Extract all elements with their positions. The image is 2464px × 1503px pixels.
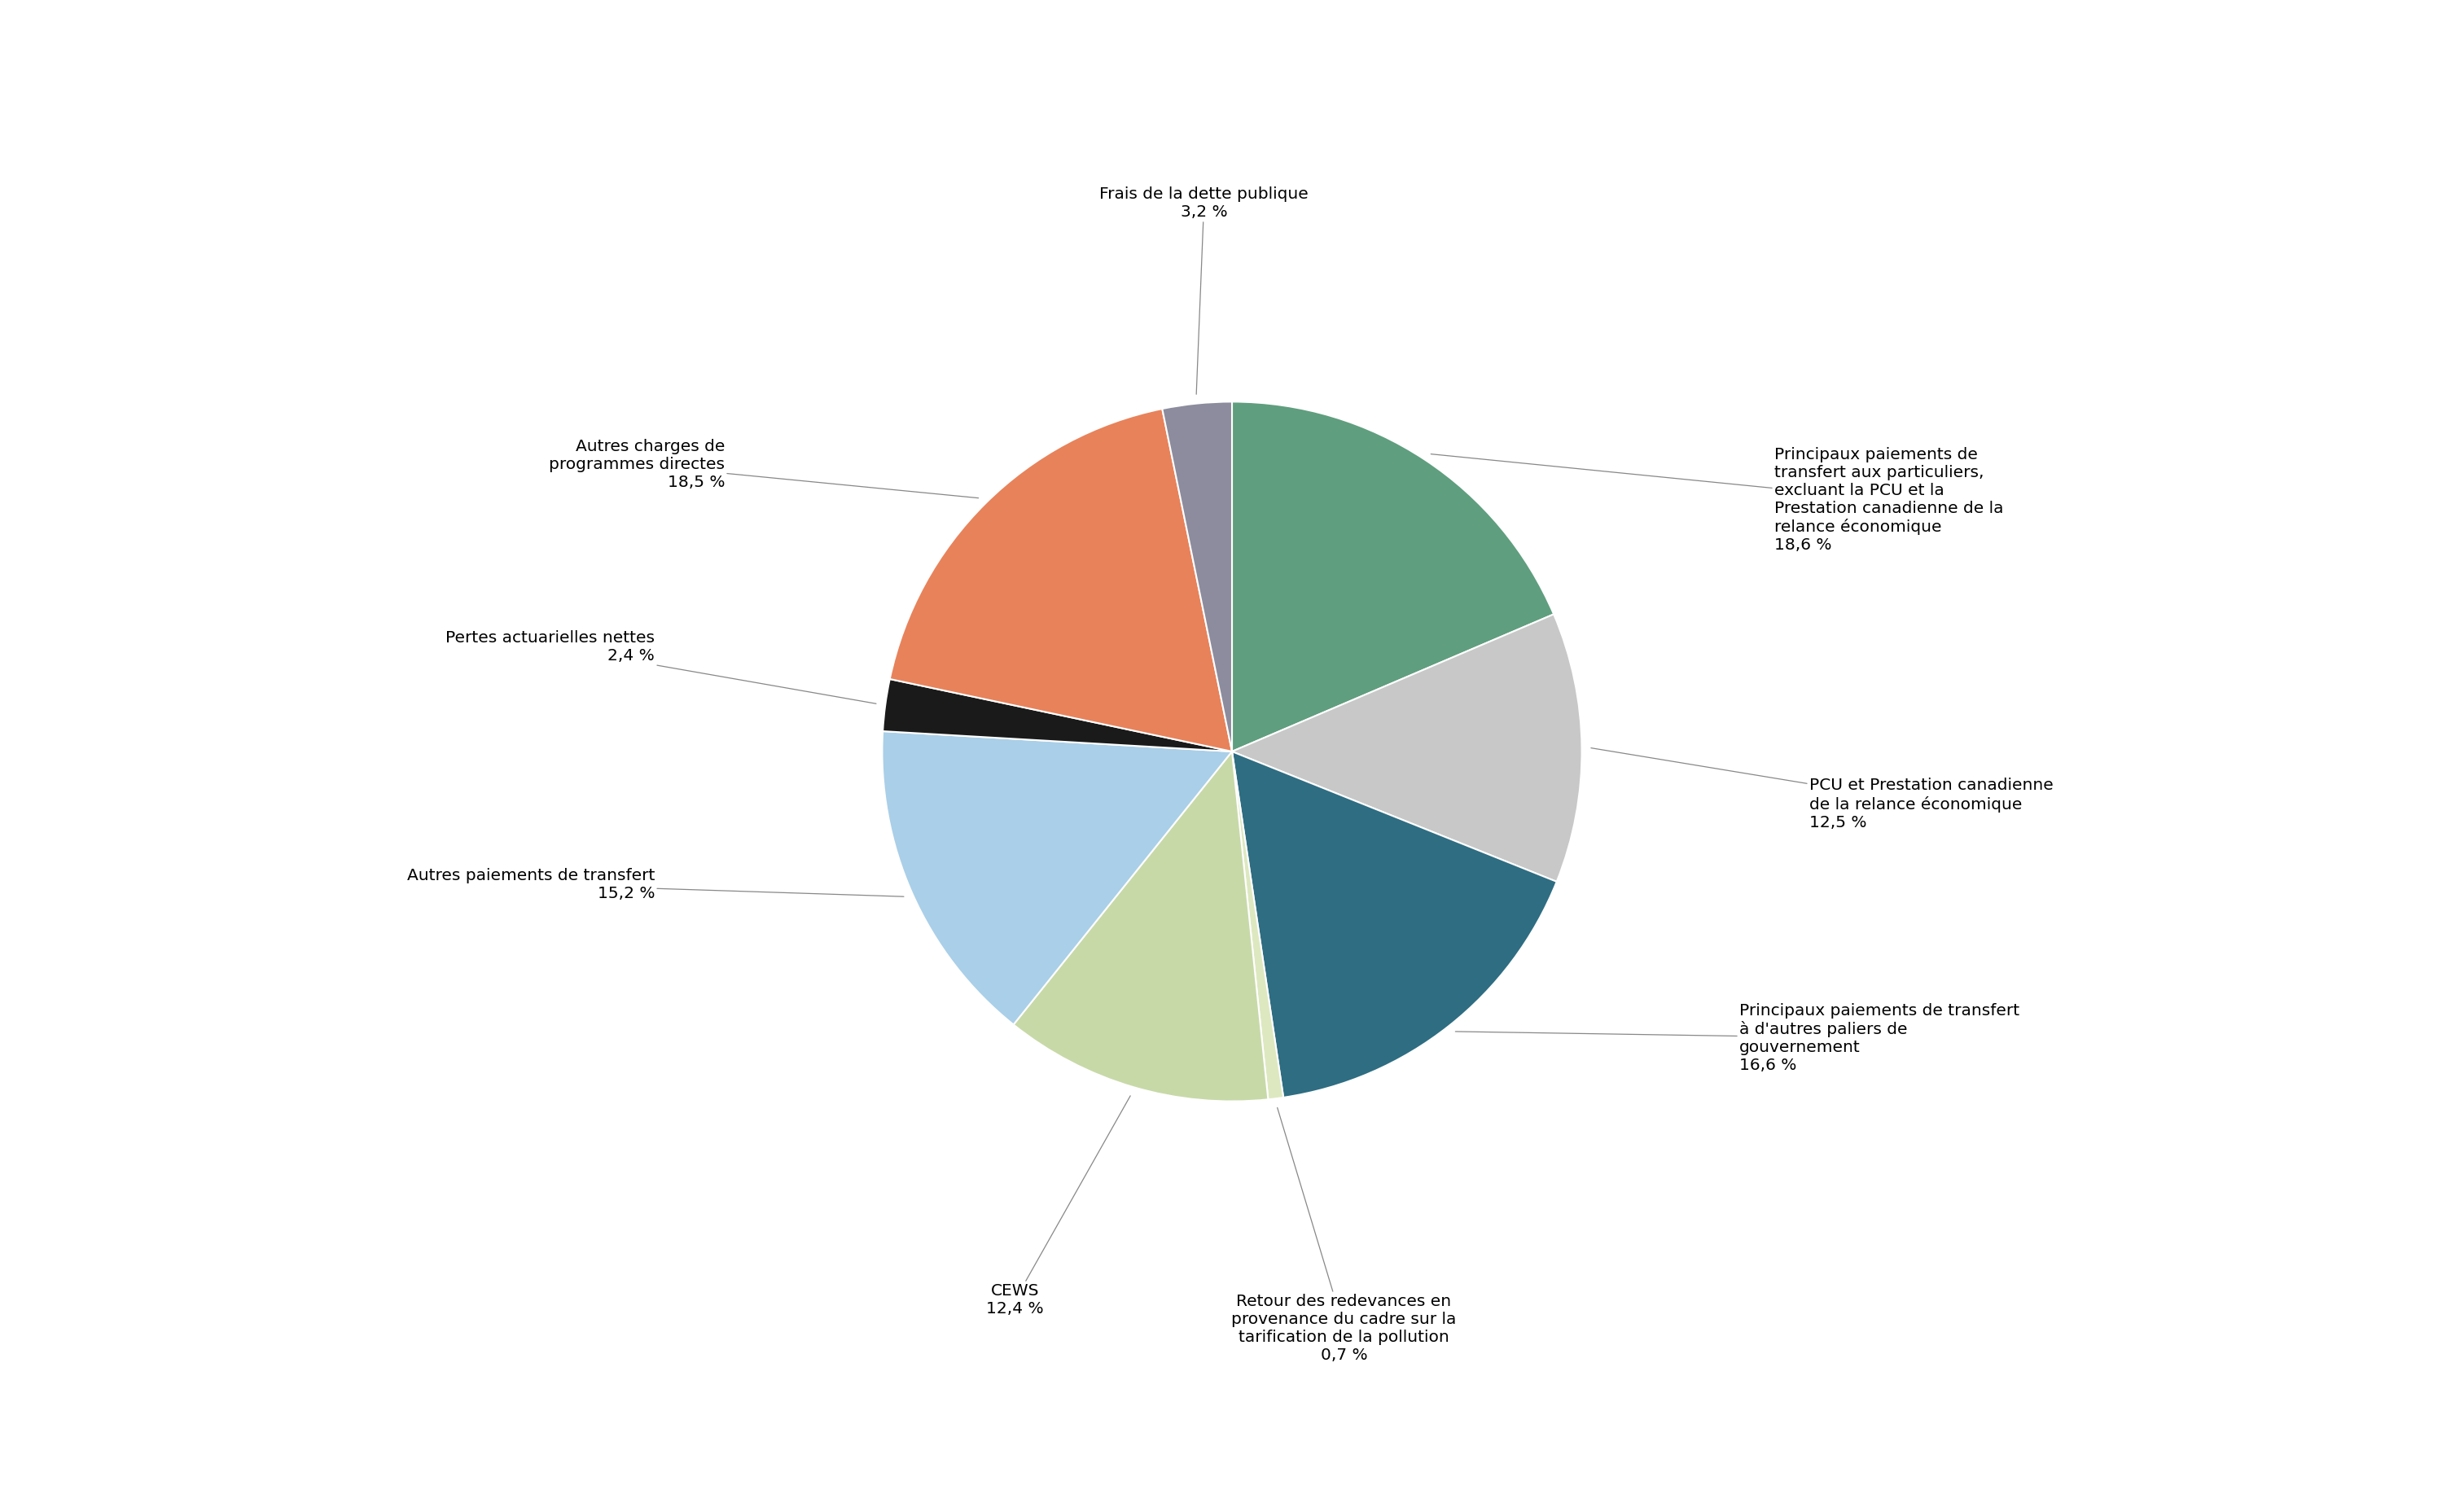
Wedge shape	[882, 679, 1232, 752]
Wedge shape	[1232, 752, 1557, 1097]
Wedge shape	[1163, 401, 1232, 752]
Text: Principaux paiements de transfert
à d'autres paliers de
gouvernement
16,6 %: Principaux paiements de transfert à d'au…	[1456, 1003, 2020, 1073]
Wedge shape	[1232, 752, 1284, 1099]
Text: Retour des redevances en
provenance du cadre sur la
tarification de la pollution: Retour des redevances en provenance du c…	[1232, 1108, 1456, 1363]
Wedge shape	[1013, 752, 1269, 1102]
Wedge shape	[890, 409, 1232, 752]
Wedge shape	[882, 730, 1232, 1025]
Text: PCU et Prestation canadienne
de la relance économique
12,5 %: PCU et Prestation canadienne de la relan…	[1592, 748, 2053, 830]
Text: CEWS
12,4 %: CEWS 12,4 %	[986, 1096, 1131, 1317]
Text: Frais de la dette publique
3,2 %: Frais de la dette publique 3,2 %	[1099, 186, 1308, 394]
Wedge shape	[1232, 401, 1555, 752]
Text: Autres paiements de transfert
15,2 %: Autres paiements de transfert 15,2 %	[407, 867, 904, 902]
Text: Pertes actuarielles nettes
2,4 %: Pertes actuarielles nettes 2,4 %	[446, 630, 877, 703]
Text: Principaux paiements de
transfert aux particuliers,
excluant la PCU et la
Presta: Principaux paiements de transfert aux pa…	[1432, 446, 2003, 553]
Text: Autres charges de
programmes directes
18,5 %: Autres charges de programmes directes 18…	[549, 439, 978, 497]
Wedge shape	[1232, 615, 1582, 882]
